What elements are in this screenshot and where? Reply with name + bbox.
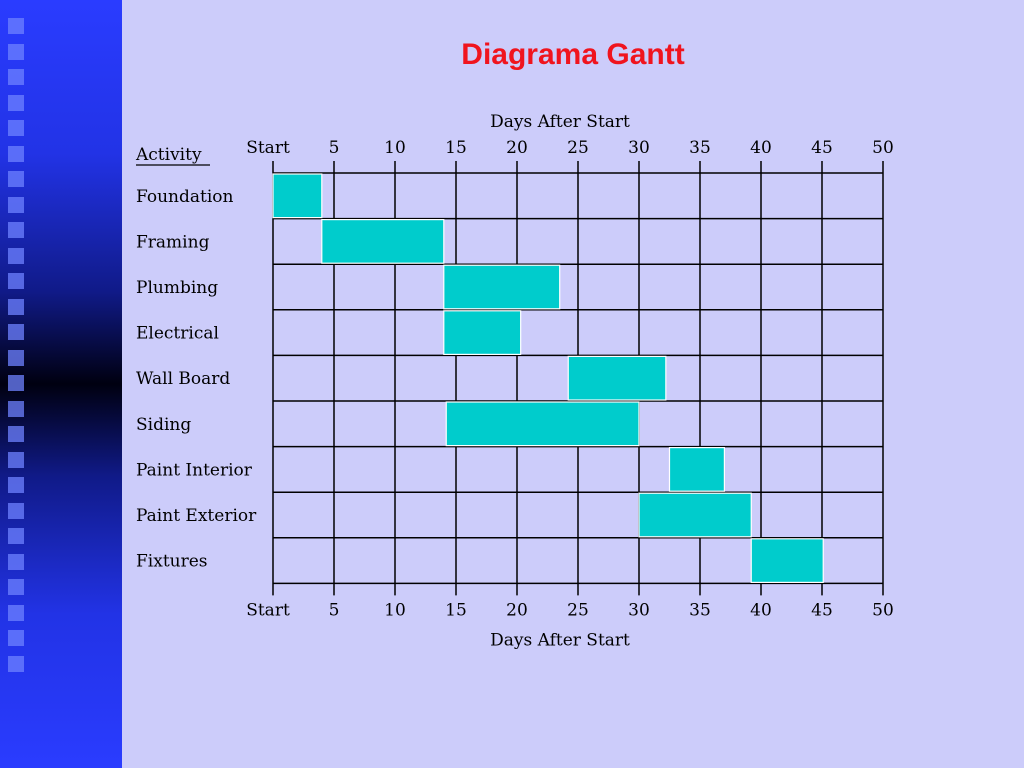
activity-label: Siding — [136, 415, 191, 435]
x-tick-label-top: Start — [246, 138, 290, 158]
gantt-bar — [668, 447, 726, 492]
activity-label: Paint Exterior — [136, 506, 257, 526]
sidebar-square — [8, 375, 24, 391]
decorative-sidebar — [0, 0, 122, 768]
sidebar-square — [8, 630, 24, 646]
slide-title: Diagrama Gantt — [461, 38, 685, 71]
x-tick-label-bottom: 20 — [506, 600, 528, 620]
x-tick-label-top: 25 — [567, 138, 589, 158]
sidebar-square — [8, 273, 24, 289]
x-tick-label-top: 5 — [329, 138, 340, 158]
gantt-bar — [443, 310, 522, 355]
sidebar-square — [8, 451, 24, 468]
sidebar-square — [8, 553, 24, 570]
x-tick-label-top: 15 — [445, 138, 467, 158]
activity-label: Wall Board — [136, 369, 230, 389]
sidebar-square — [8, 69, 24, 85]
x-tick-label-top: 20 — [506, 138, 528, 158]
gantt-bar — [321, 219, 445, 264]
x-tick-label-top: 50 — [872, 138, 894, 158]
x-tick-label-bottom: 50 — [872, 600, 894, 620]
x-tick-label-bottom: 40 — [750, 600, 772, 620]
gantt-bar — [443, 264, 561, 310]
x-axis-title-top: Days After Start — [490, 112, 630, 132]
x-axis-title-bottom: Days After Start — [490, 630, 630, 650]
x-tick-label-bottom: 25 — [567, 600, 589, 620]
sidebar-square — [8, 604, 24, 621]
x-tick-label-bottom: 45 — [811, 600, 833, 620]
x-tick-label-top: 40 — [750, 138, 772, 158]
activity-label: Electrical — [136, 324, 219, 344]
x-tick-label-top: 30 — [628, 138, 650, 158]
sidebar-square — [8, 171, 24, 187]
x-tick-label-top: 10 — [384, 138, 406, 158]
x-tick-label-bottom: 30 — [628, 600, 650, 620]
sidebar-square — [8, 145, 24, 162]
sidebar-square — [8, 477, 24, 493]
activity-label: Fixtures — [136, 552, 208, 572]
gantt-bar — [750, 538, 824, 583]
sidebar-square — [8, 222, 24, 238]
x-tick-label-bottom: 10 — [384, 600, 406, 620]
sidebar-square — [8, 298, 24, 315]
sidebar-square — [8, 426, 24, 442]
x-tick-label-bottom: 15 — [445, 600, 467, 620]
sidebar-square — [8, 196, 24, 213]
gantt-bar — [638, 492, 752, 538]
sidebar-square — [8, 247, 24, 264]
sidebar-square — [8, 400, 24, 417]
sidebar-square — [8, 349, 24, 366]
sidebar-square — [8, 579, 24, 595]
sidebar-square — [8, 18, 24, 34]
sidebar-square — [8, 528, 24, 544]
x-tick-label-bottom: 35 — [689, 600, 711, 620]
sidebar-square — [8, 502, 24, 519]
activity-label: Framing — [136, 232, 210, 252]
gantt-bar — [567, 355, 667, 401]
x-tick-label-bottom: 5 — [329, 600, 340, 620]
gantt-bar — [445, 401, 640, 447]
activity-header: Activity — [135, 145, 202, 165]
activity-label: Paint Interior — [136, 460, 253, 480]
x-tick-label-top: 35 — [689, 138, 711, 158]
x-tick-label-top: 45 — [811, 138, 833, 158]
gantt-bar — [272, 173, 323, 219]
sidebar-square — [8, 324, 24, 340]
activity-label: Foundation — [136, 187, 234, 207]
sidebar-square — [8, 655, 24, 672]
sidebar-square — [8, 94, 24, 111]
x-tick-label-bottom: Start — [246, 600, 290, 620]
sidebar-square — [8, 43, 24, 60]
activity-label: Plumbing — [136, 278, 218, 298]
sidebar-square — [8, 120, 24, 136]
